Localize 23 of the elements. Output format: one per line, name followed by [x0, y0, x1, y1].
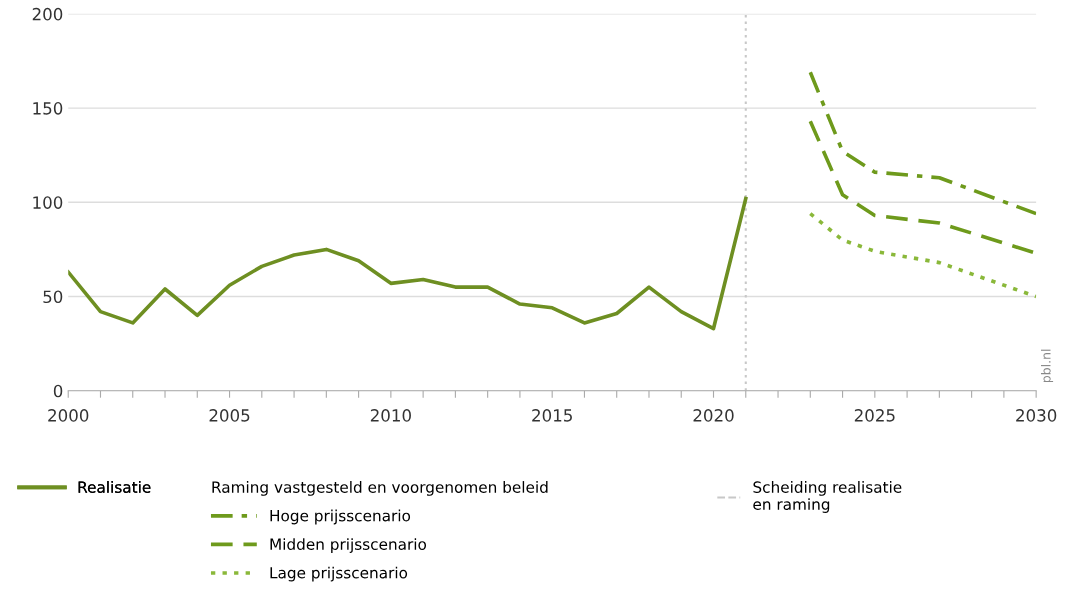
legend-label: Scheiding realisatie en raming: [753, 481, 902, 513]
y-tick-label: 150: [33, 102, 63, 115]
y-tick-label: 0: [53, 384, 63, 398]
line-series: [808, 211, 1037, 299]
y-tick-label: 50: [43, 290, 63, 304]
text: pbl.nl: [1040, 349, 1054, 383]
x-tick-label: 2005: [209, 409, 250, 422]
legend-label: Lage prijsscenario: [270, 566, 408, 582]
legend-label: Hoge prijsscenario: [270, 509, 411, 525]
x-tick-label: 2000: [48, 409, 89, 422]
x-tick-label: 2015: [532, 409, 572, 422]
x-tick-label: 2025: [854, 409, 895, 422]
legend-label: Midden prijsscenario: [270, 538, 427, 553]
line-series: [808, 119, 1037, 255]
line-series: [808, 70, 1037, 216]
x-tick-label: 2030: [1016, 409, 1057, 422]
x-tick-label: 2020: [693, 409, 734, 422]
x-tick-label: 2010: [370, 409, 411, 422]
legend-title: Raming vastgesteld en voorgenomen beleid: [212, 481, 548, 496]
line-series: [68, 196, 748, 331]
y-tick-label: 100: [33, 196, 63, 209]
y-tick-label: 200: [32, 7, 63, 21]
legend-label: Realisatie: [78, 481, 151, 493]
